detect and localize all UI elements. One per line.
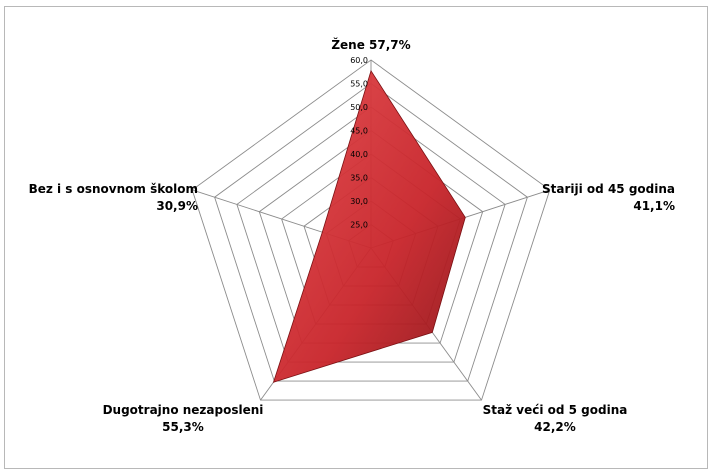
category-label: Bez i s osnovnom školom bbox=[29, 182, 198, 196]
tick-label: 55,0 bbox=[350, 80, 368, 89]
radial-axis-ticks: 25,0 30,0 35,0 40,0 45,0 50,0 55,0 60,0 bbox=[350, 56, 368, 230]
radar-series bbox=[272, 69, 466, 383]
category-label: Dugotrajno nezaposleni bbox=[103, 403, 264, 417]
grid-ring bbox=[236, 106, 506, 363]
category-label: Žene 57,7% bbox=[331, 37, 410, 52]
grid-ring bbox=[214, 82, 528, 382]
tick-label: 25,0 bbox=[350, 221, 368, 230]
category-label: Staž veći od 5 godina bbox=[483, 403, 628, 417]
category-label: Stariji od 45 godina bbox=[542, 182, 675, 196]
tick-label: 30,0 bbox=[350, 197, 368, 206]
value-label: 55,3% bbox=[162, 420, 204, 434]
value-label: 30,9% bbox=[156, 199, 198, 213]
tick-label: 35,0 bbox=[350, 174, 368, 183]
value-label: 42,2% bbox=[534, 420, 576, 434]
tick-label: 45,0 bbox=[350, 127, 368, 136]
value-label: 41,1% bbox=[633, 199, 675, 213]
series-area bbox=[272, 69, 466, 383]
tick-label: 50,0 bbox=[350, 103, 368, 112]
tick-label: 60,0 bbox=[350, 56, 368, 65]
grid-ring bbox=[191, 59, 551, 401]
category-labels: Žene 57,7% Stariji od 45 godina 41,1% Staž … bbox=[29, 37, 675, 434]
tick-label: 40,0 bbox=[350, 150, 368, 159]
